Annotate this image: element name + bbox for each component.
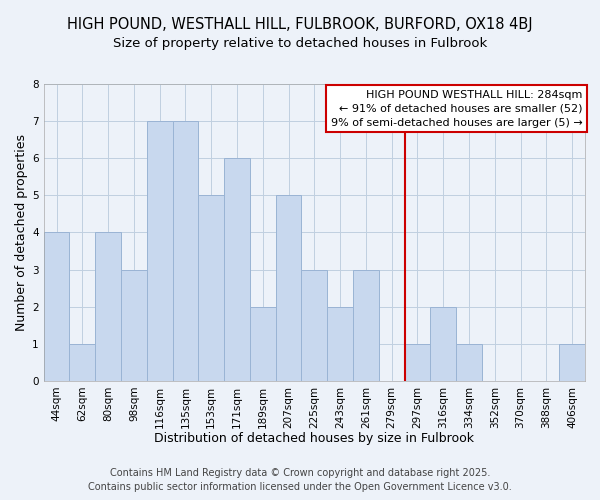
Text: HIGH POUND, WESTHALL HILL, FULBROOK, BURFORD, OX18 4BJ: HIGH POUND, WESTHALL HILL, FULBROOK, BUR… [67,18,533,32]
Bar [430,306,456,381]
Bar [95,232,121,381]
Y-axis label: Number of detached properties: Number of detached properties [15,134,28,331]
Bar [327,306,353,381]
Text: Contains HM Land Registry data © Crown copyright and database right 2025.
Contai: Contains HM Land Registry data © Crown c… [88,468,512,492]
Bar [559,344,585,381]
Bar [121,270,147,381]
Text: HIGH POUND WESTHALL HILL: 284sqm
← 91% of detached houses are smaller (52)
9% of: HIGH POUND WESTHALL HILL: 284sqm ← 91% o… [331,90,582,128]
Bar [456,344,482,381]
Bar [275,196,301,381]
X-axis label: Distribution of detached houses by size in Fulbrook: Distribution of detached houses by size … [154,432,475,445]
Bar [199,196,224,381]
Bar [353,270,379,381]
Bar [173,121,199,381]
Bar [44,232,70,381]
Bar [147,121,173,381]
Bar [224,158,250,381]
Bar [404,344,430,381]
Bar [70,344,95,381]
Text: Size of property relative to detached houses in Fulbrook: Size of property relative to detached ho… [113,38,487,51]
Bar [301,270,327,381]
Bar [250,306,275,381]
